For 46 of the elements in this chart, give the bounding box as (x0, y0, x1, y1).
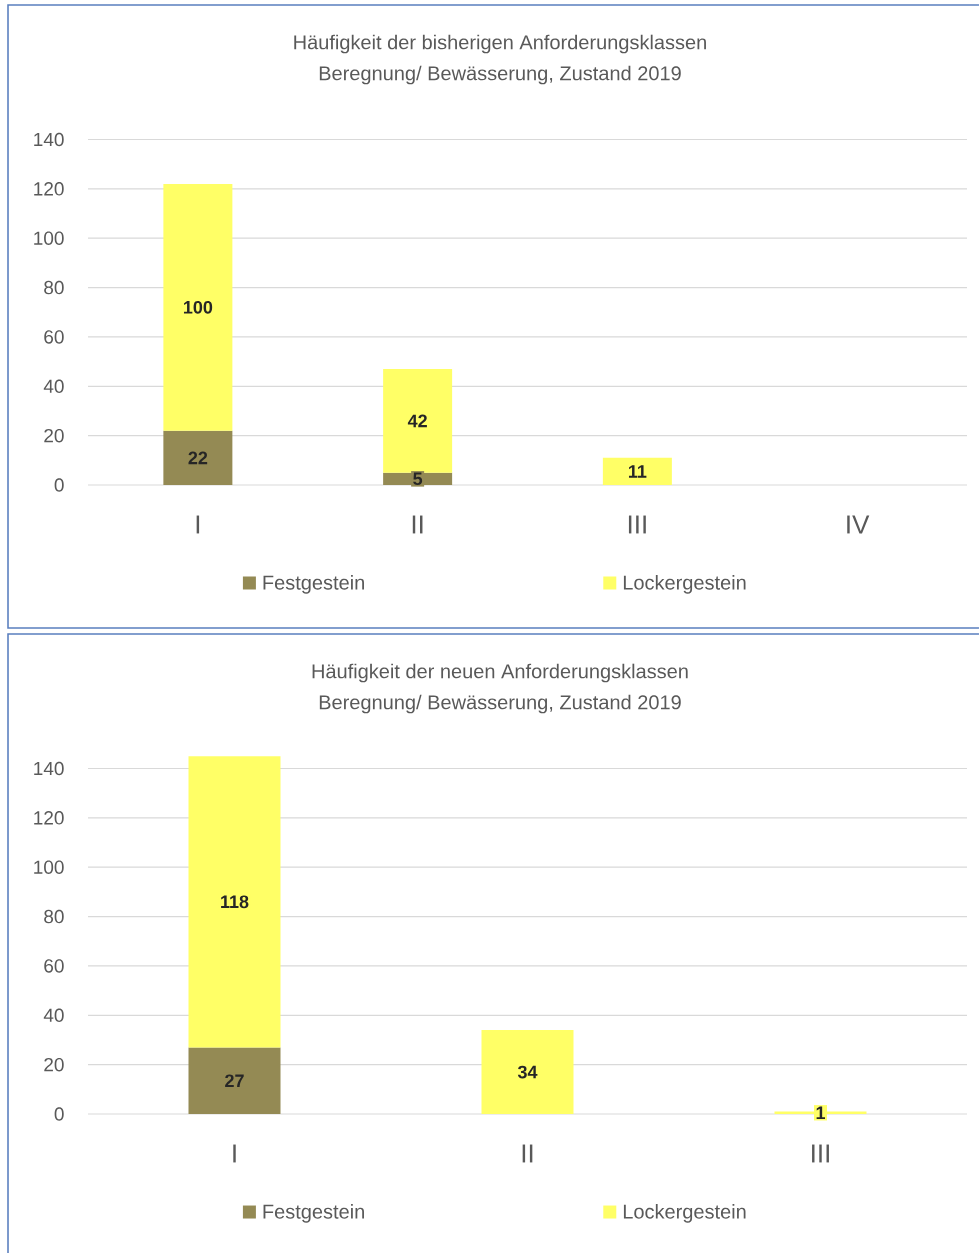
legend-label: Festgestein (263, 1204, 364, 1223)
y-tick-label: 40 (43, 379, 64, 394)
chart-subtitle: Beregnung/ Bewässerung, Zustand 2019 (319, 65, 681, 85)
y-tick-label: 100 (34, 231, 64, 245)
bar (481, 1030, 574, 1115)
y-tick-label: 120 (34, 182, 64, 196)
data-label: 118 (221, 895, 249, 909)
y-tick-label: 20 (44, 1057, 64, 1072)
x-tick-label: II (522, 1144, 533, 1163)
y-tick-label: 80 (44, 909, 64, 924)
y-tick-label: 0 (54, 1107, 64, 1121)
chart-title: Häufigkeit der neuen Anforderungsklassen (312, 663, 688, 683)
x-tick-label: II (412, 515, 423, 534)
bar (163, 430, 233, 486)
data-label: 34 (517, 1065, 538, 1079)
y-tick-label: 140 (34, 761, 64, 776)
data-label: 42 (407, 414, 427, 428)
legend-label: Lockergestein (623, 1204, 746, 1223)
x-tick-label: III (628, 515, 646, 534)
legend-label: Festgestein (263, 575, 364, 594)
y-tick-label: 140 (34, 132, 64, 147)
data-label: 11 (628, 465, 647, 478)
y-tick-label: 120 (34, 811, 64, 825)
data-label: 1 (816, 1106, 826, 1119)
y-tick-label: 20 (44, 428, 64, 443)
x-tick-label: IV (847, 515, 870, 534)
y-tick-label: 80 (44, 280, 64, 295)
x-tick-label: III (812, 1144, 829, 1163)
legend-label: Lockergestein (623, 575, 746, 594)
bar (188, 1047, 281, 1115)
data-label: 5 (413, 472, 423, 486)
chart-subtitle: Beregnung/ Bewässerung, Zustand 2019 (319, 694, 681, 714)
y-tick-label: 60 (44, 959, 64, 973)
data-label: 22 (188, 451, 208, 465)
x-tick-label: I (233, 1144, 236, 1163)
y-tick-label: 60 (44, 330, 64, 344)
x-tick-label: I (196, 515, 200, 534)
y-tick-label: 0 (54, 478, 64, 492)
data-label: 27 (225, 1074, 244, 1087)
bar (383, 369, 453, 473)
y-tick-label: 100 (34, 860, 64, 874)
bar (188, 756, 281, 1048)
y-tick-label: 40 (43, 1008, 64, 1023)
chart-title: Häufigkeit der bisherigen Anforderungsklassen (294, 34, 706, 54)
data-label: 100 (183, 300, 213, 314)
bar (163, 183, 233, 431)
